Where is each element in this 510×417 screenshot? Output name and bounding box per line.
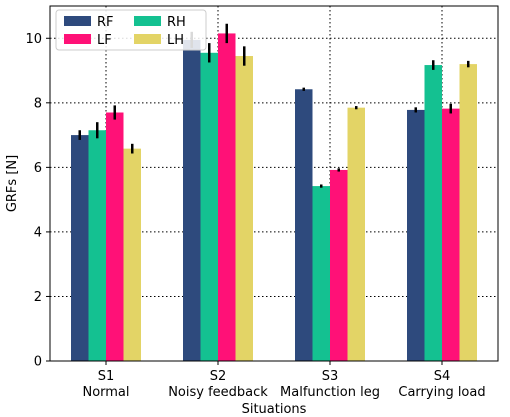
bar-rh bbox=[200, 52, 218, 361]
bar-rf bbox=[183, 39, 201, 362]
legend-swatch-lh bbox=[134, 34, 161, 44]
legend-swatch-lf bbox=[64, 34, 91, 44]
bar-rf bbox=[295, 89, 313, 361]
bar-lf bbox=[106, 112, 124, 361]
y-axis-label: GRFs [N] bbox=[5, 155, 20, 212]
error-bars bbox=[78, 23, 470, 188]
bars bbox=[71, 33, 477, 362]
legend-box bbox=[55, 9, 207, 51]
bar-lf bbox=[218, 33, 236, 361]
x-tick-label: S3 Malfunction leg bbox=[280, 369, 380, 400]
legend-label-lf: LF bbox=[97, 33, 112, 48]
bar-rh bbox=[88, 130, 106, 361]
legend: RF RH LF LH bbox=[55, 9, 207, 51]
plot-frame bbox=[49, 5, 499, 362]
bar-rh bbox=[424, 65, 442, 362]
x-tick-label: S4 Carrying load bbox=[398, 369, 485, 400]
legend-label-rh: RH bbox=[167, 15, 186, 30]
y-tick-label: 0 bbox=[34, 355, 42, 370]
bar-lf bbox=[442, 108, 460, 361]
legend-swatch-rf bbox=[64, 16, 91, 26]
bar-rh bbox=[312, 186, 330, 361]
legend-swatch-rh bbox=[134, 16, 161, 26]
y-axis-ticks: 0 2 4 6 8 10 bbox=[25, 32, 50, 370]
bar-lh bbox=[459, 64, 477, 361]
bar-lh bbox=[123, 148, 141, 361]
legend-label-lh: LH bbox=[167, 33, 184, 48]
y-tick-label: 6 bbox=[34, 161, 42, 176]
x-axis-label: Situations bbox=[242, 402, 307, 417]
bar-rf bbox=[407, 109, 425, 361]
x-tick-label: S1 Normal bbox=[82, 369, 129, 400]
y-tick-label: 8 bbox=[34, 96, 42, 111]
bar-lf bbox=[330, 169, 348, 361]
y-tick-label: 10 bbox=[25, 32, 42, 47]
bar-lh bbox=[235, 56, 253, 361]
bar-rf bbox=[71, 135, 89, 361]
y-tick-label: 4 bbox=[34, 225, 42, 240]
bar-lh bbox=[347, 107, 365, 361]
x-tick-label: S2 Noisy feedback bbox=[168, 369, 268, 400]
x-axis-ticks: S1 Normal S2 Noisy feedback S3 Malfunction le… bbox=[82, 361, 486, 400]
legend-label-rf: RF bbox=[97, 15, 114, 30]
y-tick-label: 2 bbox=[34, 290, 42, 305]
